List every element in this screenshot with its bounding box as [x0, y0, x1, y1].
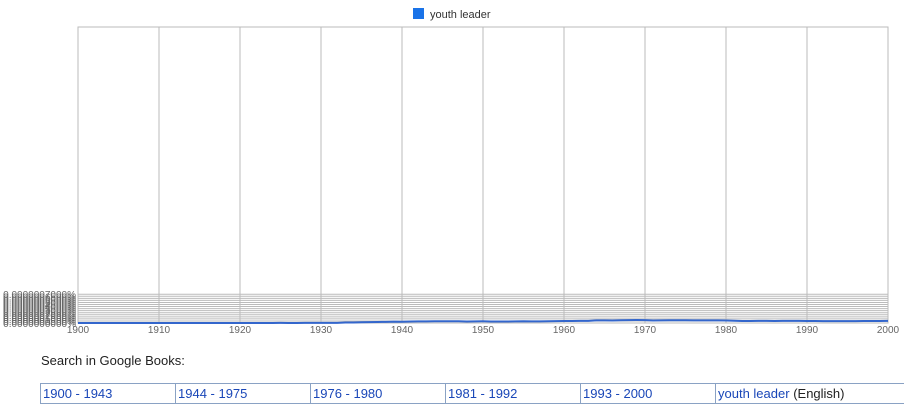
search-language: (English) — [793, 386, 845, 401]
x-tick-label: 2000 — [877, 325, 900, 336]
x-tick-label: 1940 — [391, 325, 414, 336]
y-tick-label: 0.0000004500% — [3, 301, 76, 312]
range-link-1944-1975[interactable]: 1944 - 1975 — [178, 386, 248, 401]
y-tick-label: 0.0000002500% — [3, 309, 76, 320]
series-line-youth-leader — [78, 319, 889, 324]
x-tick-label: 1960 — [553, 325, 576, 336]
plot-frame — [77, 26, 889, 324]
y-tick-label: 0.0000003000% — [3, 307, 76, 318]
y-tick-label: 0.0000005000% — [3, 298, 76, 309]
series-group — [78, 319, 889, 324]
range-link-1993-2000[interactable]: 1993 - 2000 — [583, 386, 653, 401]
y-tick-label: 0.0000004000% — [3, 303, 76, 314]
x-axis-tick-labels: 1900 1910 1920 1930 1940 1950 1960 1970 1980 1990… — [67, 325, 900, 336]
range-link-1981-1992[interactable]: 1981 - 1992 — [448, 386, 518, 401]
y-tick-label: 0.0000001000% — [3, 315, 76, 326]
range-link-1976-1980[interactable]: 1976 - 1980 — [313, 386, 383, 401]
y-tick-label: 0.0000007000% — [3, 290, 76, 301]
x-tick-label: 1990 — [796, 325, 819, 336]
range-link-1900-1943[interactable]: 1900 - 1943 — [43, 386, 113, 401]
x-tick-label: 1910 — [148, 325, 171, 336]
x-tick-label: 1930 — [310, 325, 333, 336]
y-tick-label: 0.0000000000% — [3, 319, 76, 330]
horizontal-gridlines — [78, 293, 888, 324]
legend-label: youth leader — [430, 9, 491, 21]
x-tick-label: 1950 — [472, 325, 495, 336]
search-term-link[interactable]: youth leader — [718, 386, 790, 401]
y-tick-label: 0.0000006000% — [3, 294, 76, 305]
y-tick-label: 0.0000002000% — [3, 311, 76, 322]
search-range-table: 1900 - 1943 1944 - 1975 1976 - 1980 1981… — [40, 383, 904, 404]
x-tick-label: 1920 — [229, 325, 252, 336]
y-axis-tick-labels: 0.0000000000%0.0000000500%0.0000001000%0… — [3, 290, 76, 330]
vertical-gridlines — [77, 27, 889, 323]
search-in-books-label: Search in Google Books: — [41, 353, 185, 368]
y-tick-label: 0.0000001500% — [3, 313, 76, 324]
y-tick-label: 0.0000005500% — [3, 296, 76, 307]
x-tick-label: 1970 — [634, 325, 657, 336]
x-tick-label: 1900 — [67, 325, 90, 336]
line-chart: youth leader 0.0000000000%0.0000000500%0… — [3, 8, 900, 336]
legend-swatch — [413, 8, 424, 19]
y-tick-label: 0.0000006500% — [3, 292, 76, 303]
y-tick-label: 0.0000000500% — [3, 317, 76, 328]
x-tick-label: 1980 — [715, 325, 738, 336]
y-tick-label: 0.0000003500% — [3, 305, 76, 316]
